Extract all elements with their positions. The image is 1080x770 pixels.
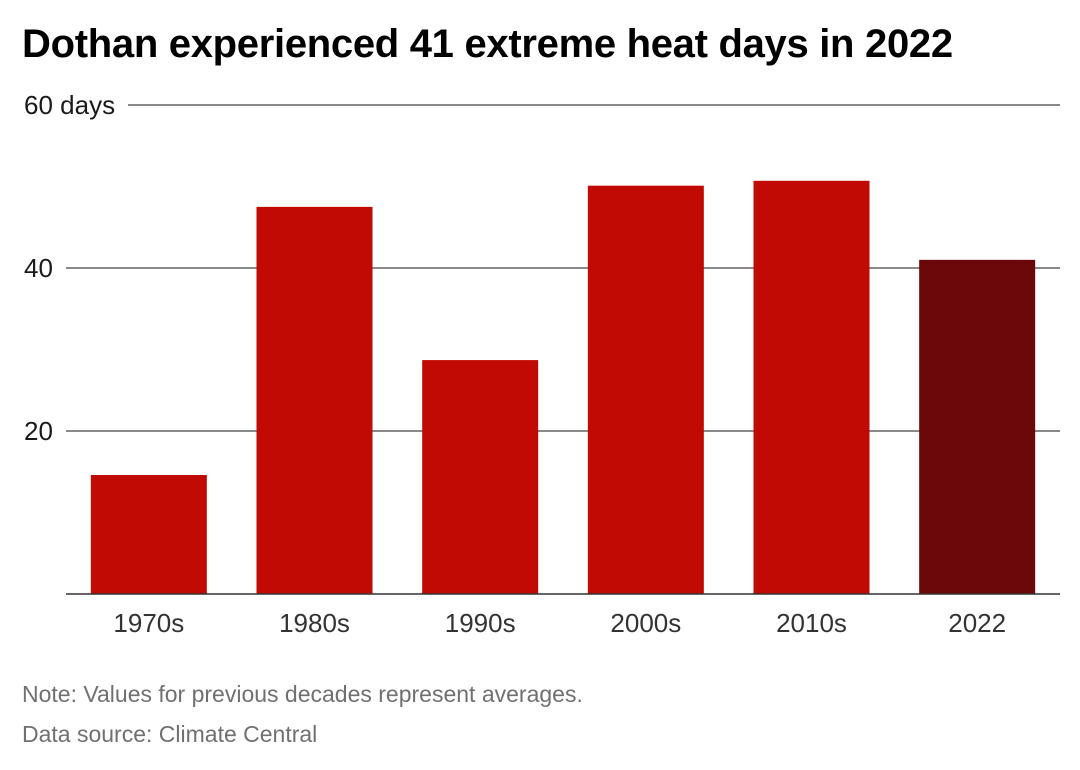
- bar-chart: 20 40 60 days 1970s 1980s 1990s 2000s 2010s 2022: [24, 90, 1060, 638]
- chart-note: Note: Values for previous decades repres…: [22, 681, 583, 707]
- x-category-label: 1990s: [445, 608, 516, 638]
- x-category-label: 1980s: [279, 608, 350, 638]
- gridlines: [66, 104, 1060, 432]
- x-category-label: 2022: [948, 608, 1006, 638]
- x-category-label: 2010s: [776, 608, 847, 638]
- bar-2022: [919, 259, 1036, 594]
- x-category-label: 1970s: [113, 608, 184, 638]
- bar-2000s: [587, 185, 704, 594]
- y-tick-label: 40: [24, 253, 53, 283]
- bar-1980s: [256, 206, 373, 594]
- chart-title: Dothan experienced 41 extreme heat days …: [22, 22, 953, 66]
- x-category-label: 2000s: [610, 608, 681, 638]
- data-source: Data source: Climate Central: [22, 721, 318, 747]
- y-tick-label: 20: [24, 416, 53, 446]
- bar-1970s: [90, 475, 207, 594]
- y-tick-label: 60 days: [24, 90, 115, 120]
- bar-1990s: [422, 360, 539, 594]
- axis-labels: 20 40 60 days 1970s 1980s 1990s 2000s 2010s 2022: [24, 90, 1006, 638]
- bar-2010s: [753, 180, 870, 595]
- bars: [90, 180, 1036, 595]
